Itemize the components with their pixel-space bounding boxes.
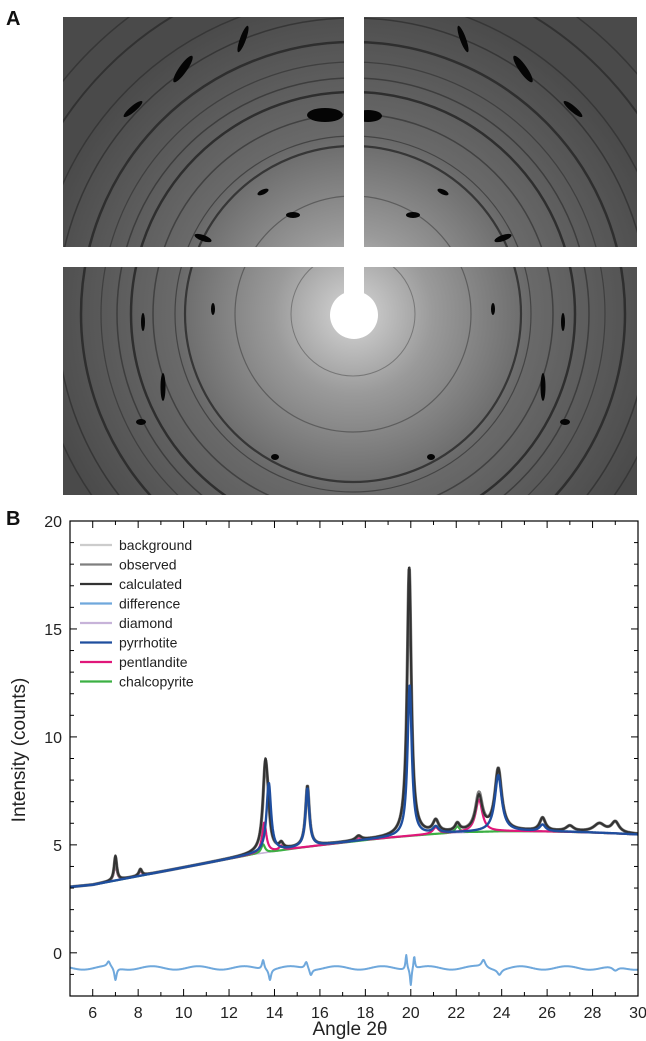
x-tick-label: 24	[493, 1005, 511, 1022]
y-tick-label: 20	[44, 514, 62, 531]
y-axis: 0 5 10 15 20	[44, 514, 638, 997]
legend-label-chalcopyrite: chalcopyrite	[119, 674, 194, 690]
series-line-pyrrhotite	[69, 684, 639, 889]
x-tick-label: 26	[538, 1005, 556, 1022]
x-tick-label: 16	[311, 1005, 329, 1022]
beamstop-arm	[344, 17, 364, 295]
x-tick-label: 22	[447, 1005, 465, 1022]
panel-label-a: A	[6, 8, 21, 30]
x-tick-label: 18	[356, 1005, 374, 1022]
legend-label-pyrrhotite: pyrrhotite	[119, 635, 178, 651]
x-tick-label: 14	[266, 1005, 284, 1022]
panel-label-b: B	[6, 508, 21, 530]
plot-frame	[69, 520, 639, 997]
x-tick-label: 12	[220, 1005, 238, 1022]
y-tick-label: 15	[44, 622, 62, 639]
y-tick-label: 0	[53, 946, 62, 963]
x-tick-label: 30	[629, 1005, 646, 1022]
beamstop	[330, 291, 378, 339]
x-tick-label: 28	[584, 1005, 602, 1022]
legend-label-calculated: calculated	[119, 576, 182, 592]
diffraction-image	[63, 17, 637, 495]
y-tick-label: 5	[53, 838, 62, 855]
legend-label-difference: difference	[119, 596, 180, 612]
y-axis-label: Intensity (counts)	[9, 678, 30, 823]
series-line-chalcopyrite	[69, 825, 639, 889]
legend-label-observed: observed	[119, 557, 177, 573]
legend: background observed calculated difference di…	[80, 537, 194, 690]
x-tick-label: 20	[402, 1005, 420, 1022]
x-tick-label: 6	[88, 1005, 97, 1022]
x-axis-label: Angle 2θ	[312, 1019, 387, 1040]
legend-label-pentlandite: pentlandite	[119, 654, 188, 670]
x-tick-label: 10	[175, 1005, 193, 1022]
x-tick-label: 8	[134, 1005, 143, 1022]
series-line-difference	[69, 954, 639, 987]
plot-lines	[68, 566, 640, 987]
diffraction-pattern-chart: 6 8 10 12 14 16 18 20 22 24 26 28 30 0 5 10 15 20 Angle …	[9, 514, 646, 1040]
y-tick-label: 10	[44, 730, 62, 747]
legend-label-background: background	[119, 537, 192, 553]
legend-label-diamond: diamond	[119, 615, 173, 631]
x-axis: 6 8 10 12 14 16 18 20 22 24 26 28 30	[69, 521, 646, 1022]
